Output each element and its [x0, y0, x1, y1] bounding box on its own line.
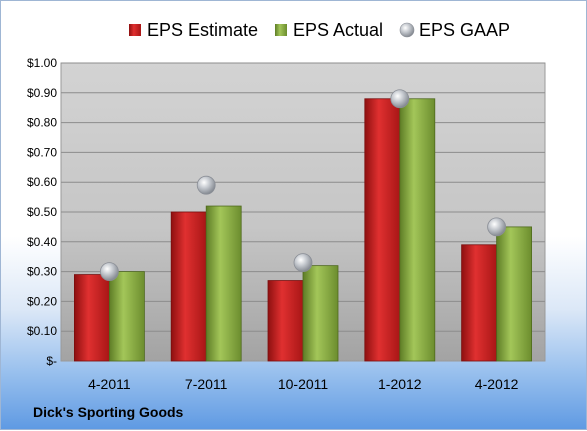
bar-eps-actual	[109, 271, 145, 362]
y-tick-label: $0.30	[27, 265, 57, 279]
y-tick-label: $-	[46, 354, 57, 368]
legend-swatch	[275, 24, 287, 36]
bar-eps-estimate	[170, 211, 207, 362]
point-eps-gaap	[293, 253, 313, 273]
bar-eps-estimate	[267, 280, 304, 362]
point-eps-gaap	[100, 262, 119, 282]
y-axis: $- $0.10 $0.20 $0.30 $0.40 $0.50 $0.60 $0.70 $0.…	[27, 56, 57, 368]
gaap-points	[100, 89, 507, 282]
legend-swatch	[129, 24, 141, 36]
company-name: Dick's Sporting Goods	[33, 404, 184, 420]
legend: EPS Estimate EPS Actual EPS GAAP	[129, 20, 510, 40]
point-eps-gaap	[390, 89, 410, 109]
bar-eps-actual	[205, 205, 242, 362]
x-tick-label: 10-2011	[278, 376, 329, 392]
bar-eps-estimate	[364, 98, 401, 362]
bar-eps-actual	[302, 265, 339, 362]
y-tick-label: $0.60	[27, 175, 57, 189]
legend-label: EPS Actual	[293, 20, 383, 40]
x-tick-label: 1-2012	[378, 376, 422, 392]
legend-swatch	[399, 22, 415, 38]
bar-eps-actual	[399, 98, 436, 362]
bar-eps-estimate	[74, 274, 110, 362]
y-tick-label: $0.40	[27, 235, 57, 249]
x-axis: 4-2011 7-2011 10-2011 1-2012 4-2012	[88, 376, 518, 392]
y-tick-label: $0.70	[27, 145, 57, 159]
y-tick-label: $1.00	[27, 56, 57, 70]
bar-eps-actual	[496, 226, 533, 362]
x-tick-label: 4-2012	[475, 376, 519, 392]
bar-eps-estimate	[461, 244, 498, 362]
y-tick-label: $0.90	[27, 86, 57, 100]
x-tick-label: 4-2011	[88, 376, 131, 392]
y-tick-label: $0.10	[27, 324, 57, 338]
x-tick-label: 7-2011	[185, 376, 228, 392]
y-tick-label: $0.50	[27, 205, 57, 219]
point-eps-gaap	[487, 217, 507, 237]
point-eps-gaap	[196, 175, 216, 195]
y-tick-label: $0.20	[27, 294, 57, 308]
legend-label: EPS GAAP	[419, 20, 510, 40]
legend-label: EPS Estimate	[147, 20, 258, 40]
y-tick-label: $0.80	[27, 116, 57, 130]
bars	[74, 98, 533, 362]
